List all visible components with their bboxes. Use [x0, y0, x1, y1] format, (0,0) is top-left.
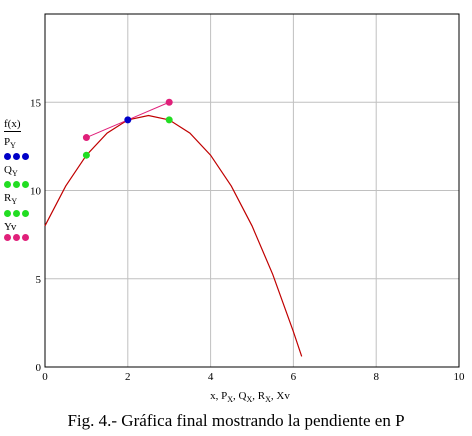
- legend-marker: [4, 153, 44, 161]
- legend-entry-r: RY: [4, 192, 44, 217]
- figure-caption: Fig. 4.- Gráfica final mostrando la pend…: [67, 411, 405, 430]
- y-tick-label: 10: [30, 186, 42, 198]
- x-tick-label: 0: [42, 371, 48, 383]
- point-q-1: [165, 116, 173, 124]
- point-q-0: [82, 151, 90, 159]
- legend-function-label: f(x): [4, 118, 21, 132]
- x-tick-label: 4: [208, 371, 214, 383]
- legend-marker: [4, 209, 44, 217]
- grid-lines: [45, 14, 459, 367]
- legend-marker: [4, 233, 44, 241]
- x-axis-label: x, PX, QX, RX, Xv: [210, 390, 290, 405]
- legend-entry-label: PY: [4, 136, 16, 151]
- point-yv-1: [165, 98, 173, 106]
- x-tick-label: 6: [291, 371, 297, 383]
- legend: f(x) PY QY RY Yv: [4, 118, 44, 241]
- point-p-0: [124, 116, 132, 124]
- legend-entry-label: RY: [4, 192, 18, 207]
- legend-entry-q: QY: [4, 164, 44, 189]
- x-tick-label: 8: [373, 371, 379, 383]
- legend-entries: PY QY RY Yv: [4, 136, 44, 241]
- legend-entry-p: PY: [4, 136, 44, 161]
- x-tick-label: 10: [454, 371, 466, 383]
- x-tick-label: 2: [125, 371, 131, 383]
- data-points: [82, 98, 173, 159]
- point-yv-0: [82, 134, 90, 142]
- legend-entry-label: QY: [4, 164, 18, 179]
- function-curve: [44, 114, 303, 357]
- legend-entry-label: Yv: [4, 220, 17, 233]
- legend-marker: [4, 181, 44, 189]
- tick-labels: 0 2 4 6 8 10 0 5 10 15: [30, 97, 465, 383]
- y-tick-label: 0: [36, 362, 42, 374]
- plot-frame: [44, 13, 460, 368]
- y-tick-label: 5: [36, 274, 42, 286]
- y-tick-label: 15: [30, 97, 42, 109]
- legend-entry-yv: Yv: [4, 221, 44, 241]
